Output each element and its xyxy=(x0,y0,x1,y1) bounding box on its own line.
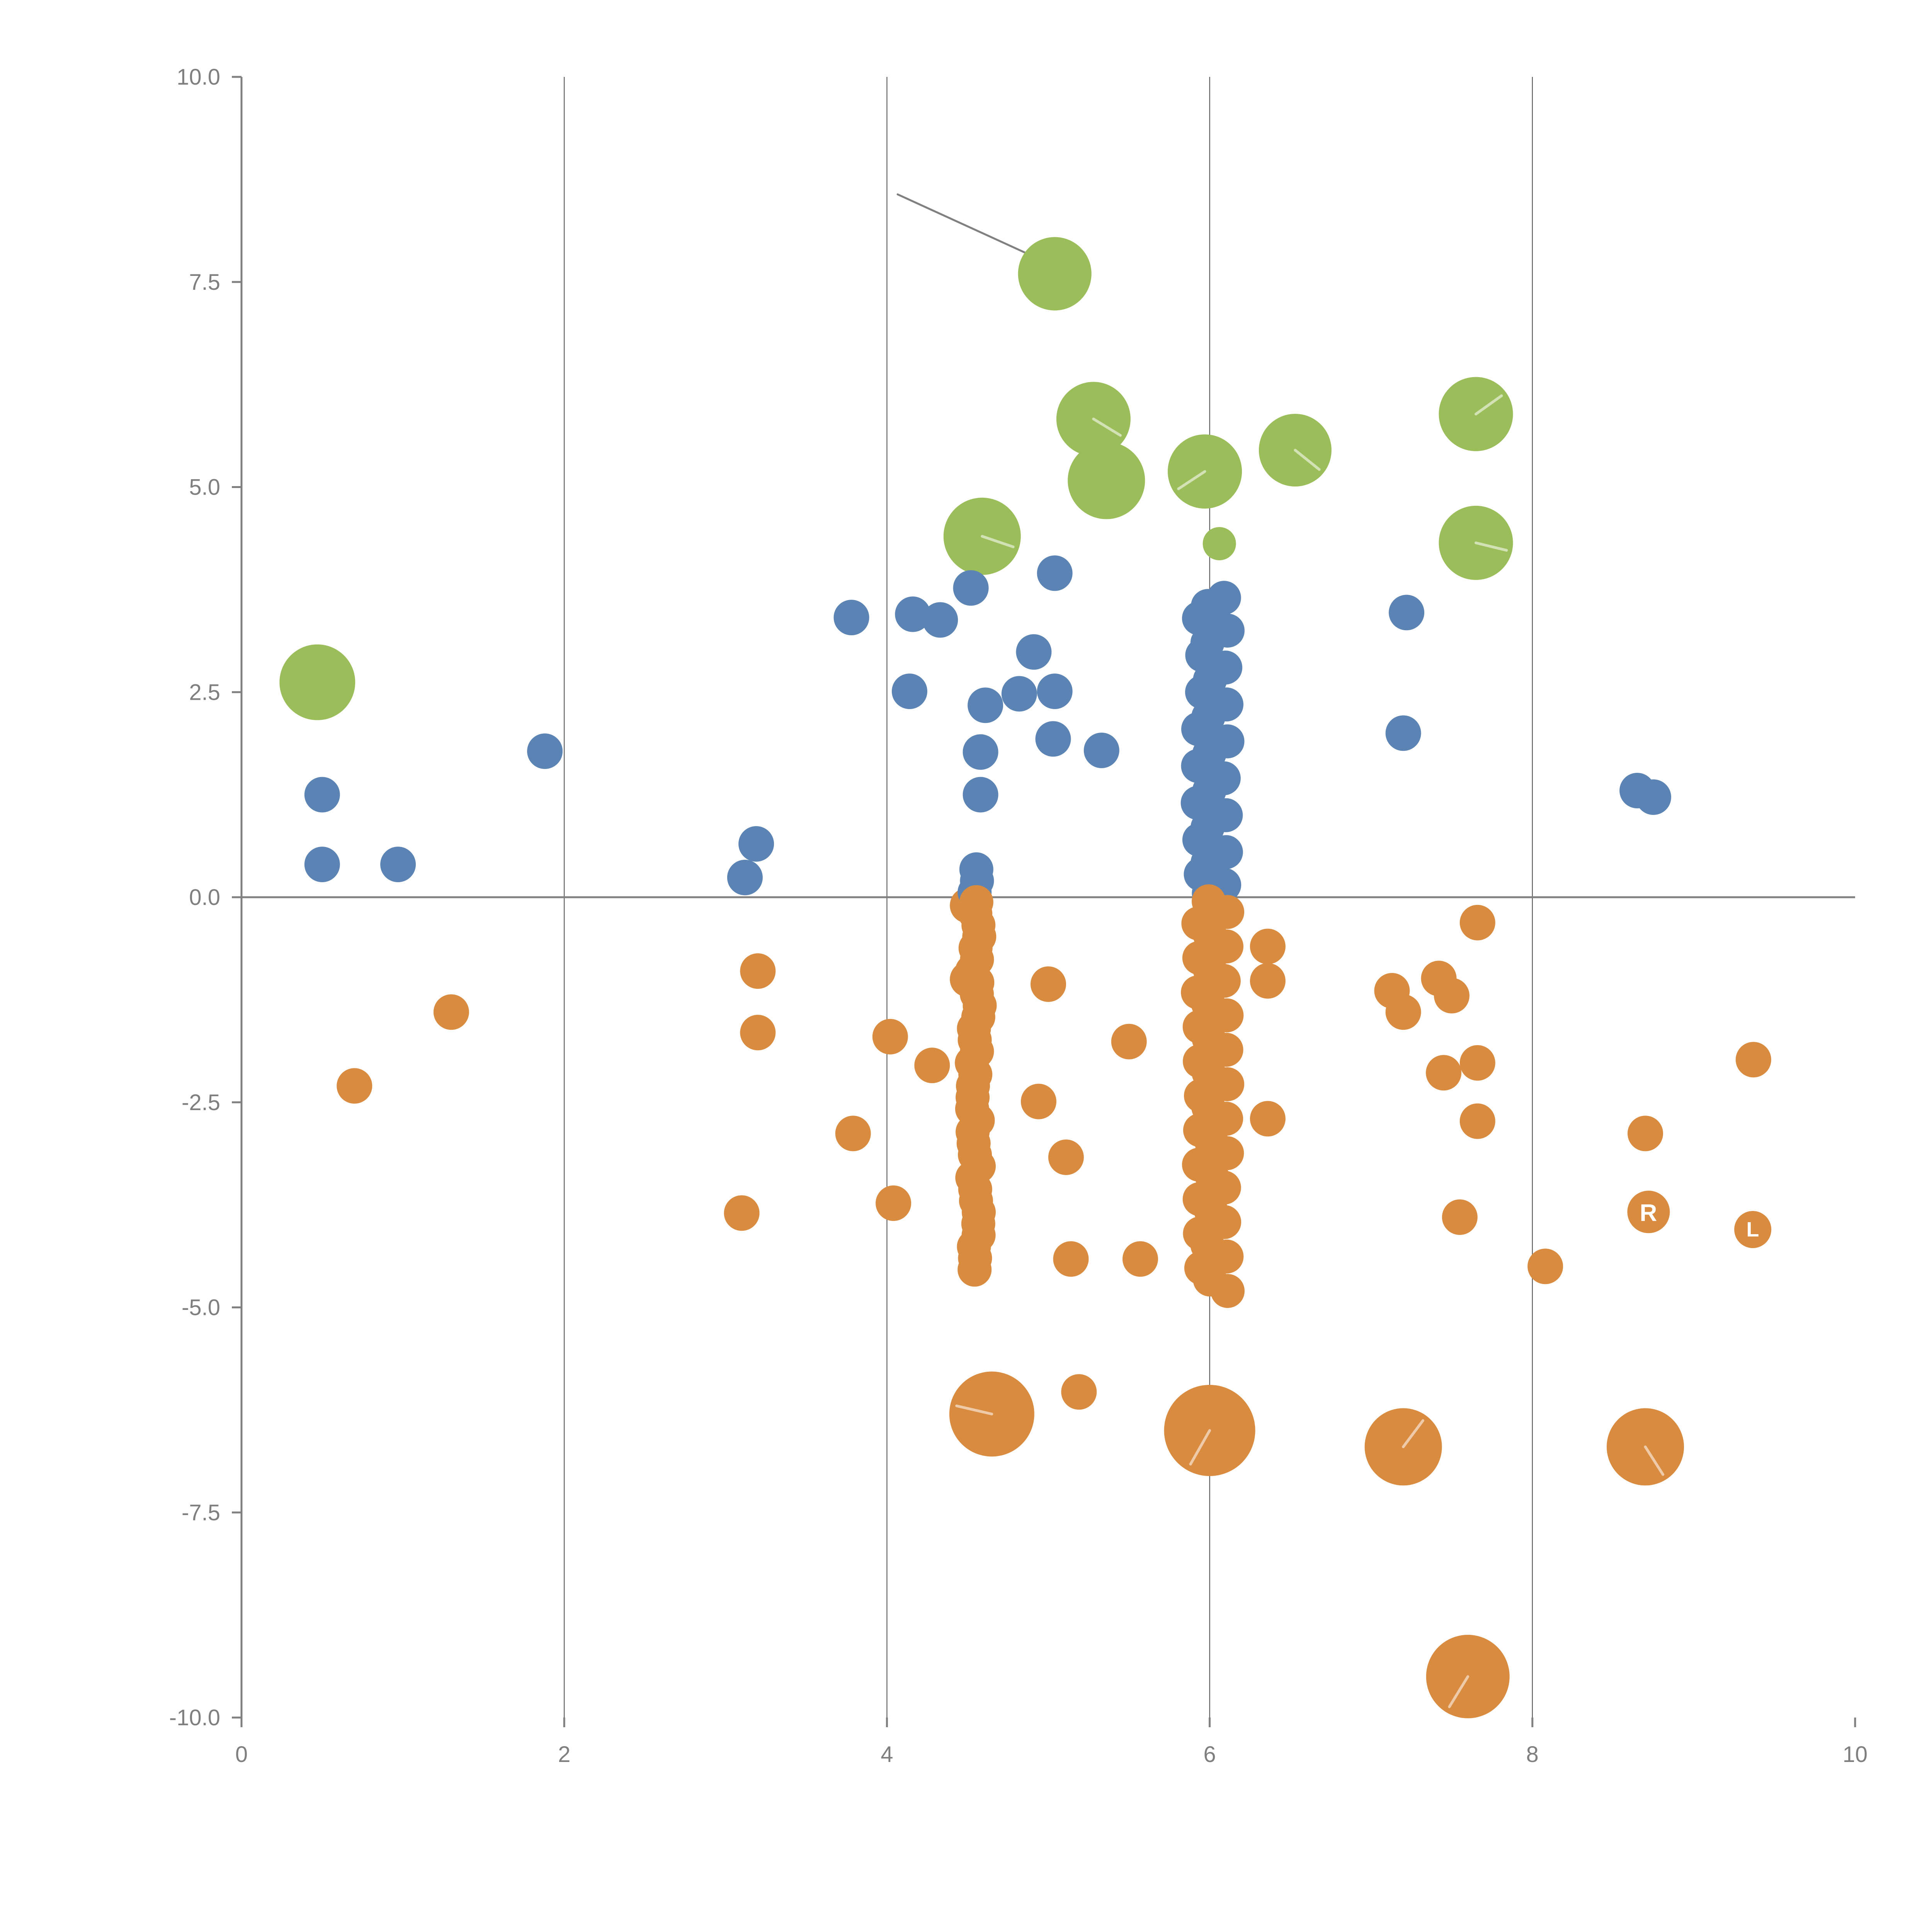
svg-text:10: 10 xyxy=(1843,1742,1868,1767)
svg-text:10.0: 10.0 xyxy=(177,65,220,90)
svg-text:2: 2 xyxy=(558,1742,570,1767)
svg-text:6: 6 xyxy=(1203,1742,1216,1767)
svg-text:-7.5: -7.5 xyxy=(182,1500,220,1525)
svg-text:R: R xyxy=(1640,1200,1657,1226)
svg-text:7.5: 7.5 xyxy=(189,270,220,295)
svg-text:L: L xyxy=(1747,1218,1759,1241)
svg-text:0: 0 xyxy=(235,1742,248,1767)
svg-text:0.0: 0.0 xyxy=(189,885,220,910)
svg-text:5.0: 5.0 xyxy=(189,475,220,500)
svg-text:4: 4 xyxy=(881,1742,893,1767)
svg-text:-10.0: -10.0 xyxy=(169,1705,220,1730)
svg-text:-2.5: -2.5 xyxy=(182,1090,220,1115)
svg-text:8: 8 xyxy=(1526,1742,1539,1767)
svg-text:2.5: 2.5 xyxy=(189,680,220,705)
svg-text:-5.0: -5.0 xyxy=(182,1295,220,1320)
